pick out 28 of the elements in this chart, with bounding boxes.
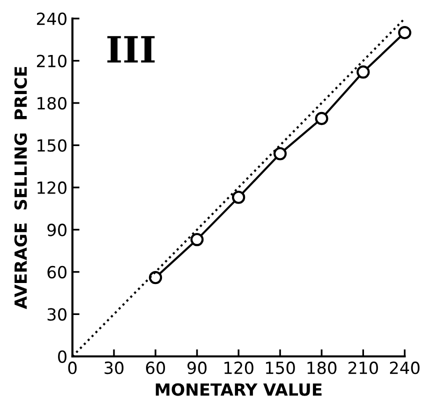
x-tick-label: 0 [68, 362, 77, 374]
y-tick-label: 150 [38, 139, 66, 152]
x-tick-label: 180 [308, 362, 336, 374]
x-tick-label: 60 [146, 362, 165, 374]
x-tick-label: 150 [266, 362, 295, 374]
y-tick-label: 90 [47, 224, 66, 236]
y-tick-label: 240 [36, 12, 66, 26]
point [232, 190, 246, 204]
x-tick-label: 30 [104, 362, 124, 374]
y-tick-label: 180 [38, 96, 66, 110]
y-tick-label: 210 [36, 54, 66, 68]
x-tick-label: 210 [348, 362, 378, 374]
y-tick-label: 120 [38, 181, 66, 194]
y-tick-label: 60 [48, 266, 66, 278]
y-axis-title: AVERAGE SELLING PRICE [14, 66, 27, 310]
y-tick-label: 0 [58, 350, 66, 363]
x-tick-label: 90 [187, 362, 207, 374]
point [356, 65, 370, 79]
point [398, 26, 412, 40]
x-axis-title: MONETARY VALUE [156, 383, 322, 396]
annotation: III [107, 36, 155, 62]
point [273, 147, 287, 160]
y-tick-label: 30 [48, 308, 66, 321]
point [315, 112, 328, 126]
x-tick-label: 120 [224, 362, 254, 374]
x-tick-label: 240 [390, 362, 420, 374]
point [148, 270, 162, 284]
point [190, 232, 204, 246]
